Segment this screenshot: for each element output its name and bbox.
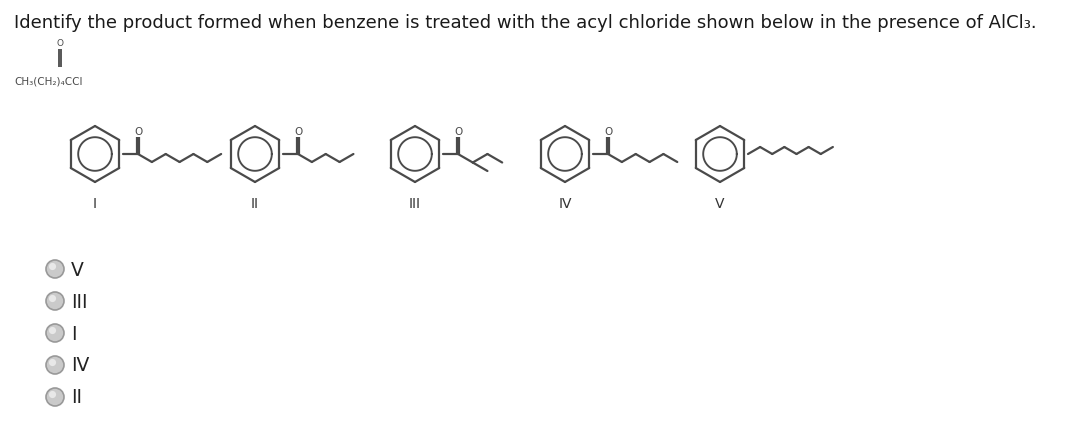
Circle shape (49, 327, 56, 334)
Circle shape (46, 292, 64, 310)
Text: I: I (71, 324, 77, 343)
Text: II: II (71, 387, 82, 406)
Text: O: O (604, 127, 612, 137)
Text: V: V (71, 260, 84, 279)
Text: III: III (409, 197, 421, 211)
Circle shape (46, 261, 64, 278)
Text: IV: IV (71, 356, 90, 375)
Text: I: I (93, 197, 97, 211)
Circle shape (49, 295, 56, 302)
Circle shape (49, 263, 56, 270)
Text: Identify the product formed when benzene is treated with the acyl chloride shown: Identify the product formed when benzene… (14, 14, 1037, 32)
Text: III: III (71, 292, 87, 311)
Text: V: V (715, 197, 725, 211)
Text: II: II (251, 197, 259, 211)
Text: IV: IV (558, 197, 571, 211)
Circle shape (46, 356, 64, 374)
Text: O: O (294, 127, 302, 137)
Circle shape (49, 391, 56, 398)
Circle shape (46, 388, 64, 406)
Text: O: O (134, 127, 143, 137)
Circle shape (49, 359, 56, 366)
Text: CH₃(CH₂)₄CCl: CH₃(CH₂)₄CCl (14, 76, 82, 86)
Text: O: O (56, 39, 64, 48)
Circle shape (46, 324, 64, 342)
Text: O: O (454, 127, 462, 137)
